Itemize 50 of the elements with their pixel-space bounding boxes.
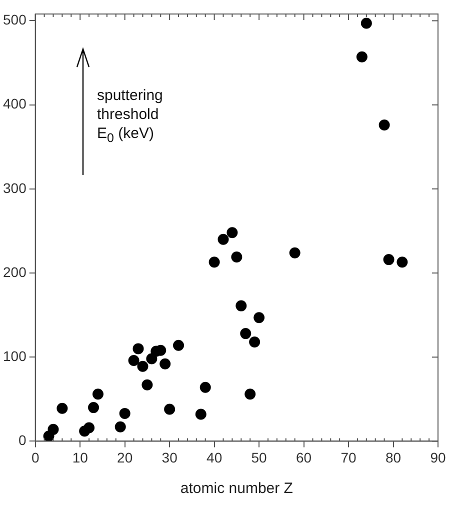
point — [142, 379, 153, 390]
point — [160, 358, 171, 370]
point — [289, 247, 300, 258]
point — [48, 424, 59, 435]
point — [164, 404, 176, 415]
x-tick-label: 80 — [385, 449, 402, 466]
point — [128, 354, 140, 366]
annotation: sputtering threshold E$_{0}$ (keV) — [97, 86, 164, 147]
point — [249, 336, 260, 348]
point — [195, 408, 206, 420]
point — [236, 300, 247, 312]
point — [218, 234, 229, 245]
point — [226, 227, 238, 238]
point — [254, 312, 265, 324]
x-tick-label: 30 — [162, 449, 178, 466]
point — [56, 402, 68, 414]
point — [132, 343, 144, 354]
y-tick-label: 0 — [18, 432, 27, 448]
point — [146, 353, 158, 364]
x-tick-label: 60 — [296, 449, 312, 466]
point — [231, 252, 242, 263]
point — [356, 51, 368, 62]
x-tick-label: 40 — [206, 449, 222, 466]
y-tick-label: 400 — [3, 96, 27, 112]
y-tick-label: 100 — [3, 348, 27, 364]
point — [360, 18, 372, 29]
point — [173, 340, 184, 351]
x-tick-label: 20 — [117, 449, 133, 466]
x-axis-title: atomic number Z — [180, 480, 293, 498]
x-tick-label: 90 — [430, 449, 446, 466]
point — [244, 388, 256, 400]
point — [137, 360, 148, 372]
point — [84, 422, 95, 434]
point — [88, 402, 100, 414]
y-tick-label: 300 — [3, 180, 27, 196]
point — [92, 388, 104, 400]
point — [208, 256, 220, 268]
x-tick-label: 70 — [340, 449, 357, 466]
point — [200, 382, 211, 393]
point — [383, 254, 394, 266]
x-tick-label: 0 — [31, 449, 40, 466]
point — [114, 421, 126, 432]
y-tick-label: 200 — [3, 264, 27, 280]
x-tick-label: 50 — [251, 449, 268, 466]
x-tick-label: 10 — [72, 449, 88, 466]
point — [378, 120, 390, 131]
point — [396, 256, 408, 268]
y-tick-label: 500 — [3, 12, 27, 28]
point — [240, 328, 252, 340]
point — [119, 408, 130, 419]
